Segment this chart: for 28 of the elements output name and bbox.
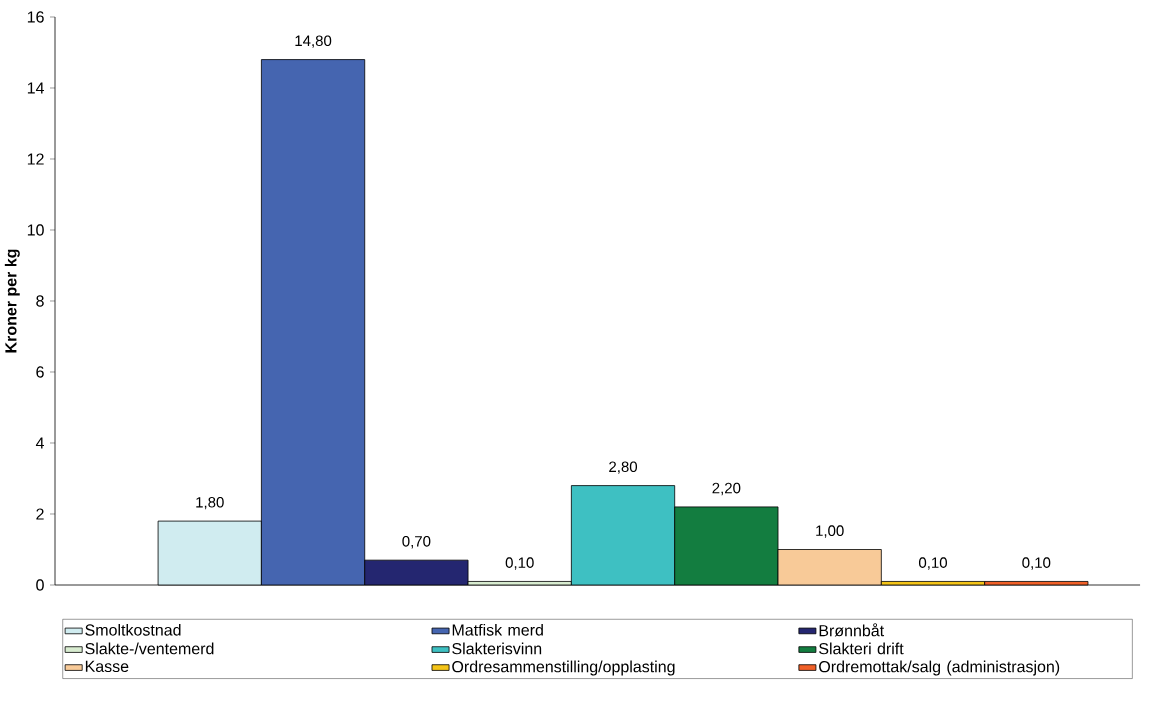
data-label: 0,10	[505, 557, 534, 570]
y-tick-label: 12	[27, 153, 44, 165]
data-label: 14,80	[295, 35, 332, 48]
data-label: 2,20	[712, 482, 741, 496]
legend-label: Kasse	[85, 660, 129, 673]
data-label: 1,80	[196, 496, 224, 510]
legend-label: Slakte-/ventemerd	[85, 642, 214, 655]
legend-label: Brønnbåt	[819, 623, 885, 637]
y-tick-label: 4	[35, 437, 44, 449]
legend-label: Ordremottak/salg (administrasjon)	[819, 660, 1060, 676]
legend-label: Ordresammenstilling/opplasting	[452, 660, 675, 676]
legend-label: Slakteri drift	[819, 642, 904, 655]
data-label: 0,10	[1022, 557, 1051, 570]
data-label: 1,00	[816, 525, 844, 538]
legend-label: Smoltkostnad	[85, 623, 181, 636]
y-tick-label: 2	[36, 508, 44, 520]
data-label: 0,70	[402, 536, 431, 549]
legend-label: Slakterisvinn	[452, 642, 542, 655]
data-label: 2,80	[609, 461, 638, 474]
y-tick-label: 14	[27, 82, 44, 94]
y-tick-label: 10	[27, 224, 44, 236]
data-label: 0,10	[918, 557, 947, 570]
y-tick-label: 8	[36, 295, 44, 307]
y-axis-title: Kroner per kg	[4, 249, 20, 353]
y-tick-label: 6	[36, 366, 44, 378]
y-tick-label: 0	[36, 579, 44, 591]
legend-label: Matfisk merd	[452, 623, 543, 636]
y-tick-label: 16	[27, 11, 44, 23]
